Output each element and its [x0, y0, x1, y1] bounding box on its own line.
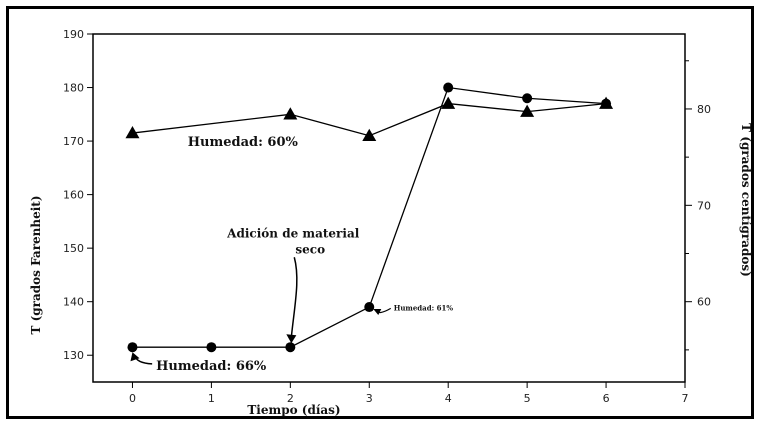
triangle-point [362, 128, 377, 141]
annotation-arrowhead-humedad-66 [130, 352, 140, 362]
triangle-point [283, 107, 298, 120]
x-tick-label: 0 [129, 392, 136, 405]
x-tick-label: 7 [682, 392, 689, 405]
y-axis-left-label: T (grados Farenheit) [29, 195, 43, 334]
y-left-tick-label: 170 [63, 135, 84, 148]
circle-point [601, 98, 612, 109]
x-axis-label: Tiempo (días) [247, 403, 340, 417]
y-axis-left-ticks: 130 140 150 160 170 180 190 [63, 28, 93, 362]
y-left-tick-label: 160 [63, 189, 84, 202]
plot-area [92, 33, 686, 383]
y-axis-right-ticks: 60 70 80 [685, 60, 711, 351]
circle-point [127, 342, 138, 353]
circle-point [364, 302, 375, 313]
y-left-tick-label: 190 [63, 28, 84, 41]
x-tick-label: 5 [524, 392, 531, 405]
x-tick-label: 4 [445, 392, 452, 405]
circle-point [522, 93, 533, 104]
annotation-humedad-60: Humedad: 60% [188, 135, 299, 150]
x-axis-ticks: 0 1 2 3 4 5 6 7 [129, 382, 689, 405]
x-tick-label: 2 [287, 392, 294, 405]
series-line-triangle [132, 102, 607, 137]
y-right-tick-label: 60 [697, 296, 711, 309]
x-tick-label: 1 [208, 392, 215, 405]
circle-point [443, 82, 454, 93]
y-left-tick-label: 180 [63, 82, 84, 95]
y-left-tick-label: 140 [63, 296, 84, 309]
annotation-arrow-adicion [290, 257, 298, 338]
series-layer [125, 82, 614, 353]
y-right-tick-label: 80 [697, 103, 711, 116]
triangle-point [441, 96, 456, 109]
x-tick-label: 6 [603, 392, 610, 405]
annotation-arrowhead-adicion [286, 334, 297, 344]
circle-point [206, 342, 217, 353]
x-tick-label: 3 [366, 392, 373, 405]
annotations: Humedad: 60% Humedad: 66% Humedad: 61% A… [130, 135, 453, 374]
y-left-tick-label: 150 [63, 242, 84, 255]
annotation-adicion-line2: seco [295, 242, 325, 256]
y-right-tick-label: 70 [697, 199, 711, 212]
triangle-point [520, 104, 535, 117]
annotation-humedad-61: Humedad: 61% [394, 303, 454, 312]
annotation-arrowhead-humedad-61 [373, 309, 382, 316]
y-axis-right-label: T (grados centígrados) [739, 123, 753, 277]
y-left-tick-label: 130 [63, 349, 84, 362]
triangle-point [125, 126, 140, 139]
annotation-adicion-line1: Adición de material [226, 226, 360, 240]
circle-point [285, 342, 296, 353]
annotation-humedad-66: Humedad: 66% [156, 359, 267, 374]
